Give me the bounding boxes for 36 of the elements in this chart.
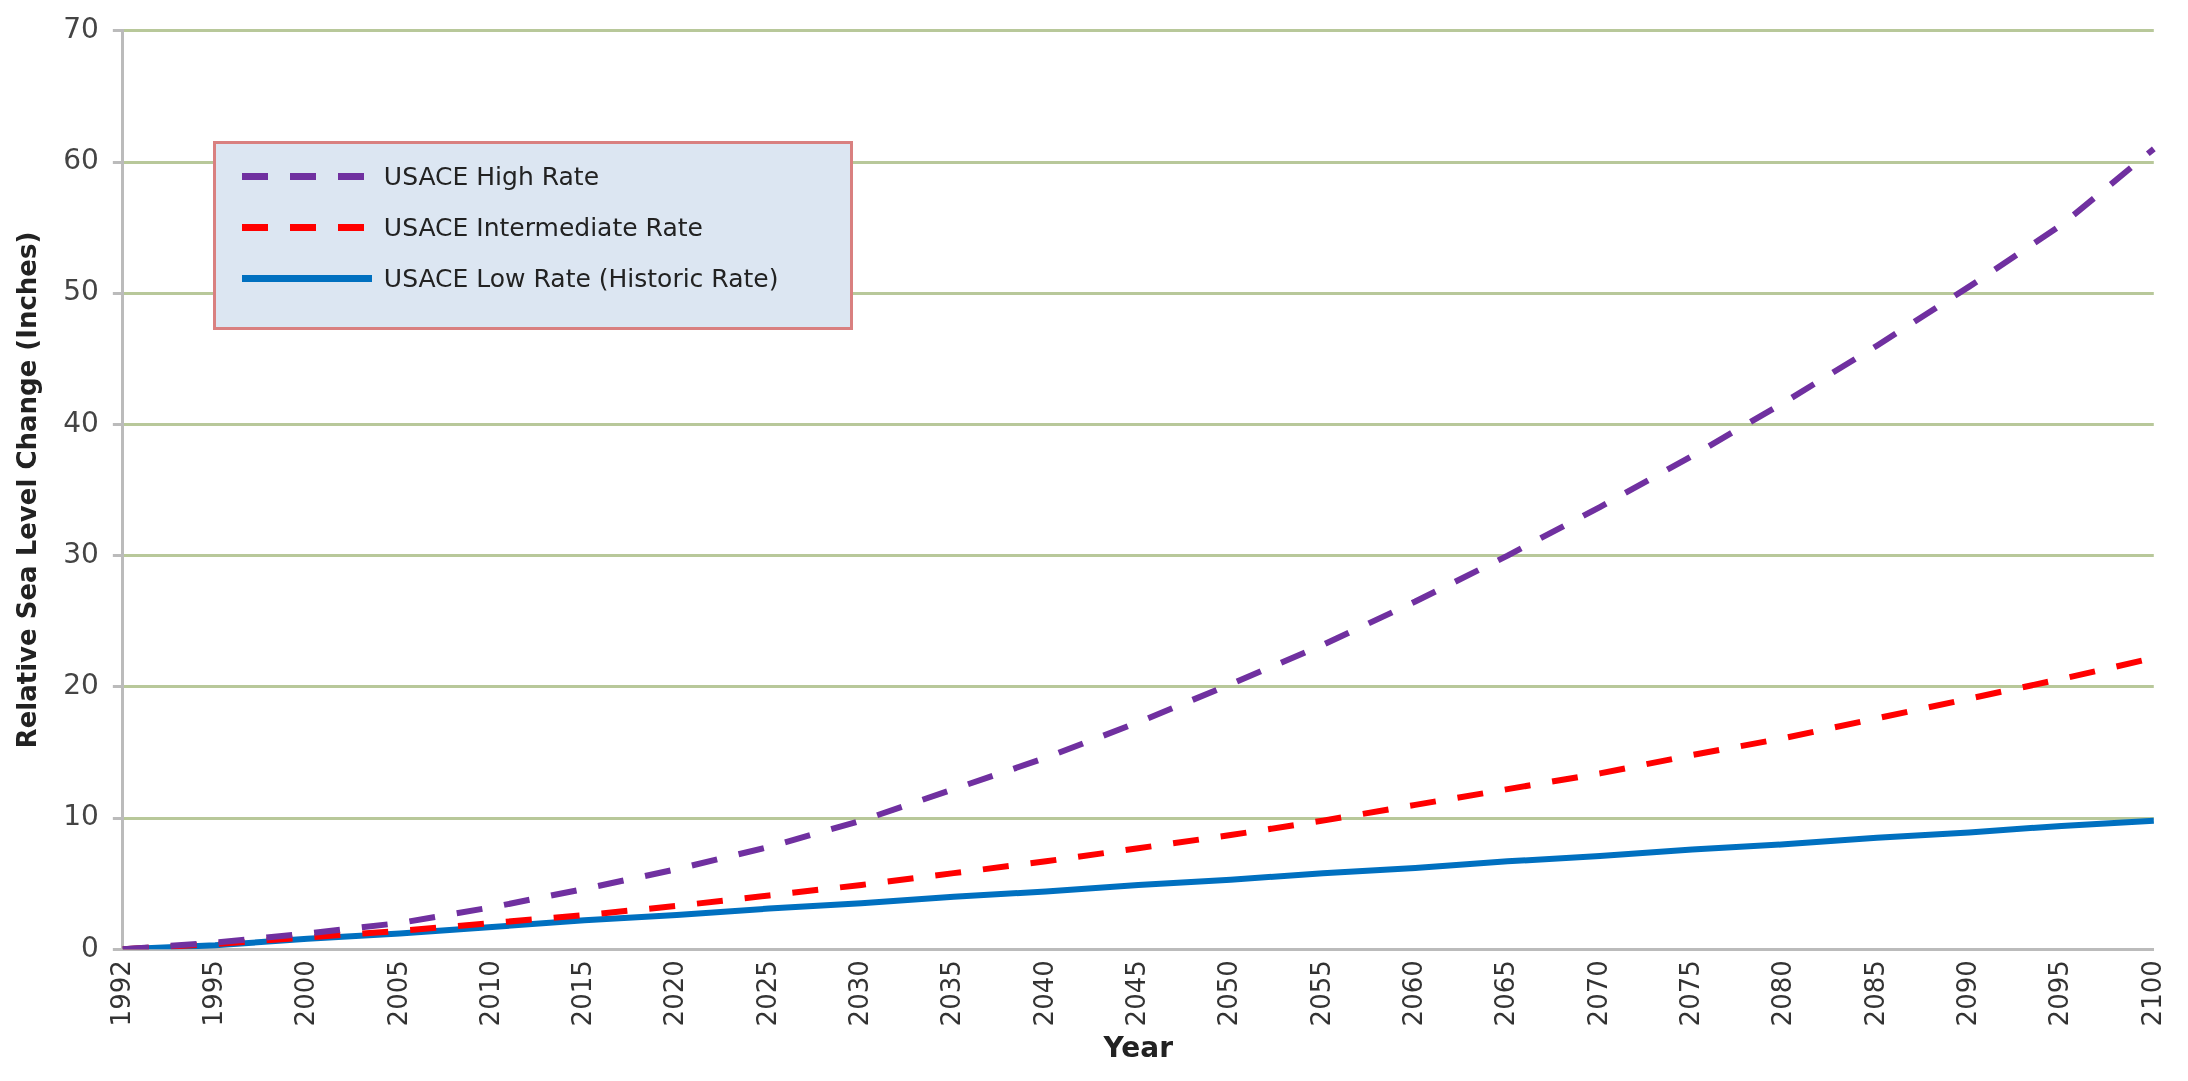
x-tick-label: 1992 [105,960,136,1027]
x-tick-label: 2005 [382,960,413,1027]
x-tick-label: 2065 [1490,960,1521,1027]
x-tick-label: 2055 [1305,960,1336,1027]
y-tick-label: 60 [63,143,99,177]
x-tick-label: 2000 [290,960,321,1027]
y-tick-label: 20 [63,668,99,702]
x-tick-label: 2030 [844,960,875,1027]
x-tick-label: 2015 [567,960,598,1027]
y-tick-label: 0 [81,930,99,964]
y-tick-label: 70 [63,12,99,46]
legend-label: USACE High Rate [383,161,600,191]
y-tick-label: 40 [63,405,99,439]
x-tick-label: 2050 [1213,960,1244,1027]
x-tick-label: 2010 [474,960,505,1027]
x-tick-label: 2080 [1767,960,1798,1027]
x-tick-label: 2020 [659,960,690,1027]
x-tick-label: 2095 [2044,960,2075,1027]
x-tick-label: 1995 [197,960,228,1027]
x-tick-label: 2035 [936,960,967,1027]
x-axis-title: Year [1102,1031,1174,1065]
x-tick-label: 2070 [1582,960,1613,1027]
y-tick-label: 10 [63,799,99,833]
x-tick-label: 2075 [1674,960,1705,1027]
x-tick-label: 2025 [751,960,782,1027]
y-tick-label: 50 [63,274,99,308]
x-tick-label: 2040 [1028,960,1059,1027]
legend-label: USACE Low Rate (Historic Rate) [383,263,779,293]
y-tick-label: 30 [63,536,99,570]
x-tick-label: 2090 [1951,960,1982,1027]
x-tick-label: 2060 [1398,960,1429,1027]
x-tick-label: 2100 [2136,960,2167,1027]
x-tick-label: 2045 [1121,960,1152,1027]
legend-label: USACE Intermediate Rate [383,212,703,242]
x-tick-label: 2085 [1859,960,1890,1027]
y-axis-title: Relative Sea Level Change (Inches) [12,231,43,749]
